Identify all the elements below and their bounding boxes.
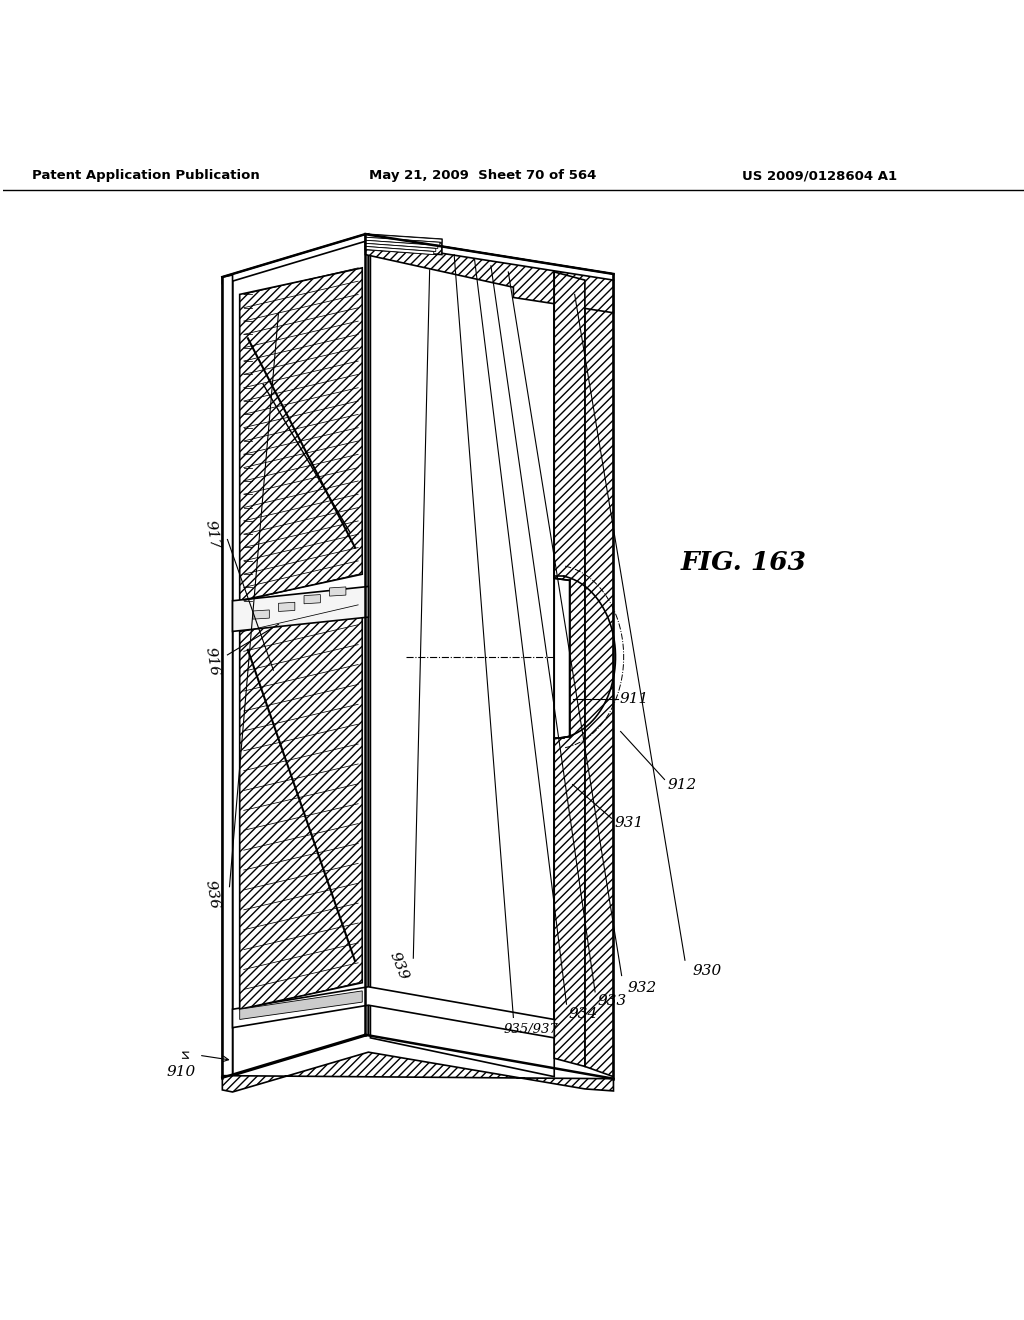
Polygon shape (366, 234, 442, 243)
Polygon shape (585, 269, 613, 1077)
Text: 910: 910 (167, 1064, 197, 1078)
Polygon shape (222, 1052, 613, 1092)
Polygon shape (232, 234, 369, 1076)
Polygon shape (371, 239, 554, 1077)
Text: FIG. 163: FIG. 163 (680, 550, 806, 576)
Text: 916: 916 (203, 647, 221, 677)
Polygon shape (366, 234, 613, 313)
Polygon shape (279, 602, 295, 611)
Text: 911: 911 (620, 692, 648, 706)
Polygon shape (366, 247, 434, 255)
Text: 939: 939 (387, 950, 411, 982)
Polygon shape (554, 578, 569, 739)
Text: Patent Application Publication: Patent Application Publication (32, 169, 260, 182)
Text: 934: 934 (568, 1007, 597, 1022)
Polygon shape (232, 987, 554, 1038)
Text: 932: 932 (628, 981, 656, 995)
Text: 917: 917 (203, 519, 221, 550)
Polygon shape (240, 991, 362, 1019)
Polygon shape (3, 149, 1024, 1171)
Polygon shape (366, 238, 440, 246)
Polygon shape (240, 268, 362, 601)
Polygon shape (366, 243, 436, 252)
Polygon shape (330, 587, 346, 597)
Text: 931: 931 (614, 816, 643, 830)
Polygon shape (240, 605, 362, 1010)
Polygon shape (366, 234, 442, 255)
Text: US 2009/0128604 A1: US 2009/0128604 A1 (742, 169, 897, 182)
Text: May 21, 2009  Sheet 70 of 564: May 21, 2009 Sheet 70 of 564 (369, 169, 596, 182)
Polygon shape (222, 234, 613, 284)
Text: 912: 912 (668, 777, 696, 792)
Polygon shape (222, 275, 232, 1077)
Text: 935/937: 935/937 (504, 1023, 558, 1036)
Polygon shape (554, 272, 585, 1067)
Polygon shape (304, 594, 321, 603)
Polygon shape (232, 586, 369, 631)
Text: 930: 930 (693, 965, 722, 978)
Polygon shape (253, 610, 269, 619)
Polygon shape (366, 240, 438, 248)
Text: 933: 933 (598, 994, 627, 1008)
Text: 936: 936 (203, 879, 221, 911)
